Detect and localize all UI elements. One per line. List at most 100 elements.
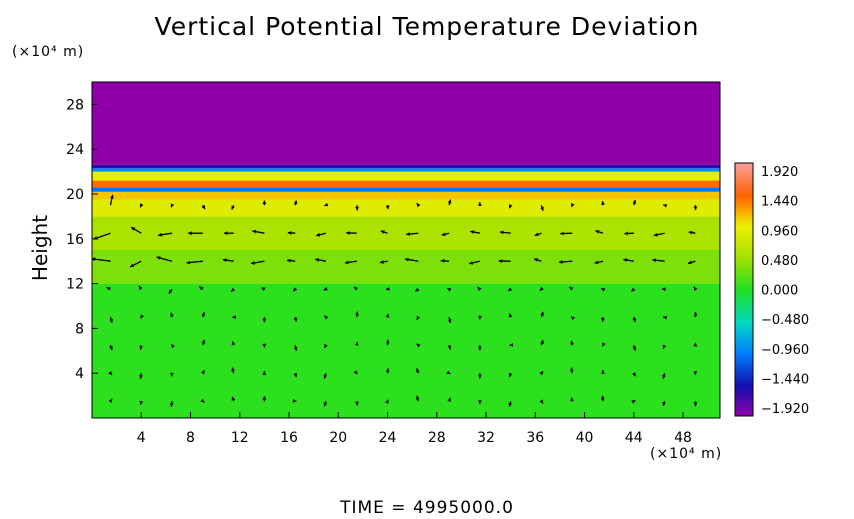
vector-arrowhead — [632, 372, 636, 377]
plot-frame — [91, 81, 721, 419]
vector-arrowhead — [131, 227, 136, 231]
vector-arrowhead — [139, 346, 143, 350]
y-tick-label: 8 — [75, 321, 84, 337]
vector-arrowhead — [693, 402, 698, 407]
vector-arrowhead — [693, 342, 698, 347]
vector-arrowhead — [385, 205, 390, 210]
heatmap-band-9 — [92, 164, 720, 169]
x-tick-label: 24 — [379, 430, 397, 446]
vector-arrowhead — [323, 287, 328, 291]
colorbar-label: −0.480 — [761, 313, 809, 328]
y-tick-label: 24 — [66, 142, 84, 158]
vector-arrowhead — [292, 399, 297, 403]
vector-arrowhead — [385, 313, 390, 318]
colorbar-gradient — [734, 162, 754, 417]
vector-arrowhead — [171, 344, 175, 349]
heatmap-band-8 — [92, 168, 720, 172]
vector-arrowhead — [477, 346, 482, 351]
vector-arrowhead — [324, 202, 329, 207]
vector-arrowhead — [201, 339, 206, 344]
vector-arrowhead — [169, 312, 174, 317]
vector-arrowhead — [416, 203, 421, 208]
vector-arrowhead — [539, 286, 544, 291]
vector-arrowhead — [540, 311, 544, 316]
vector-arrowhead — [324, 343, 328, 348]
vector-arrowhead — [404, 257, 409, 262]
vector-arrowhead — [138, 285, 143, 290]
vector-arrowhead — [416, 343, 421, 348]
vector-arrowhead — [652, 258, 657, 263]
vector-arrowhead — [110, 194, 114, 199]
vector-arrowhead — [354, 341, 359, 346]
vector-arrowhead — [261, 287, 266, 292]
vector-arrowhead — [533, 258, 538, 262]
vector-arrowhead — [558, 260, 563, 264]
vector-arrowhead — [186, 260, 191, 265]
vector-arrowhead — [662, 374, 666, 379]
vector-arrowhead — [477, 287, 482, 291]
vector-arrowhead — [662, 401, 667, 406]
y-tick-label: 4 — [75, 366, 84, 382]
vector-arrowhead — [323, 374, 328, 379]
vector-arrowhead — [231, 341, 236, 346]
vector-arrowhead — [693, 206, 698, 211]
heatmap-band-10 — [92, 82, 720, 165]
vector-arrowhead — [534, 232, 539, 237]
vector-arrowhead — [469, 260, 474, 265]
vector-arrowhead — [477, 202, 482, 206]
vector-arrowhead — [539, 371, 544, 376]
vector-arrowhead — [570, 340, 574, 345]
vector-arrowhead — [447, 397, 451, 402]
x-tick-label: 4 — [137, 430, 146, 446]
vector-arrowhead — [293, 200, 298, 205]
vector-arrowhead — [508, 402, 513, 407]
vector-arrowhead — [687, 260, 692, 265]
y-axis: 4 8 12 16 20 24 28 — [66, 97, 98, 382]
vector-arrowhead — [595, 230, 600, 234]
vector-arrowhead — [262, 396, 267, 400]
vector-arrowhead — [571, 316, 576, 321]
heatmap-band-6 — [92, 180, 720, 188]
vector-arrowhead — [688, 230, 693, 235]
vector-arrowhead — [130, 263, 135, 268]
heatmap-bands — [92, 82, 720, 418]
vector-arrowhead — [199, 286, 204, 291]
vector-arrowhead — [415, 287, 420, 292]
vector-arrowhead — [447, 199, 452, 204]
vector-arrowhead — [693, 371, 698, 375]
chart-title: Vertical Potential Temperature Deviation — [154, 12, 700, 41]
vector-arrowhead — [478, 315, 482, 320]
vector-arrowhead — [287, 231, 292, 235]
vector-arrowhead — [262, 318, 267, 323]
vector-arrowhead — [168, 289, 173, 294]
colorbar-label: 0.480 — [761, 254, 798, 269]
vector-arrowhead — [346, 231, 350, 235]
vector-arrowhead — [508, 204, 513, 209]
vector-arrowhead — [91, 257, 96, 262]
vector-arrowhead — [470, 230, 475, 234]
vector-arrowhead — [662, 287, 666, 292]
vector-arrowhead — [231, 205, 235, 210]
y-axis-unit: (×10⁴ m) — [12, 44, 85, 60]
vector-arrowhead — [693, 312, 698, 316]
vector-arrowhead — [353, 370, 358, 374]
vector-arrowhead — [316, 232, 321, 237]
vector-arrowhead — [252, 229, 257, 234]
vector-arrowhead — [632, 346, 637, 351]
colorbar-label: −0.960 — [761, 343, 809, 358]
vector-arrowhead — [653, 232, 658, 237]
vector-field — [91, 194, 698, 407]
vector-arrowhead — [169, 402, 174, 407]
heatmap-band-5 — [92, 187, 720, 192]
heatmap-band-7 — [92, 171, 720, 181]
vector-arrowhead — [201, 312, 206, 317]
vector-arrowhead — [354, 286, 359, 291]
vector-arrowhead — [293, 317, 298, 322]
x-axis: 4 8 12 16 20 24 28 32 36 40 44 48 — [137, 412, 692, 446]
vector-arrowhead — [355, 206, 359, 211]
vector-arrowhead — [158, 232, 162, 237]
vector-arrowhead — [156, 256, 161, 260]
vector-arrowhead — [440, 258, 445, 263]
vector-arrowhead — [632, 199, 637, 204]
